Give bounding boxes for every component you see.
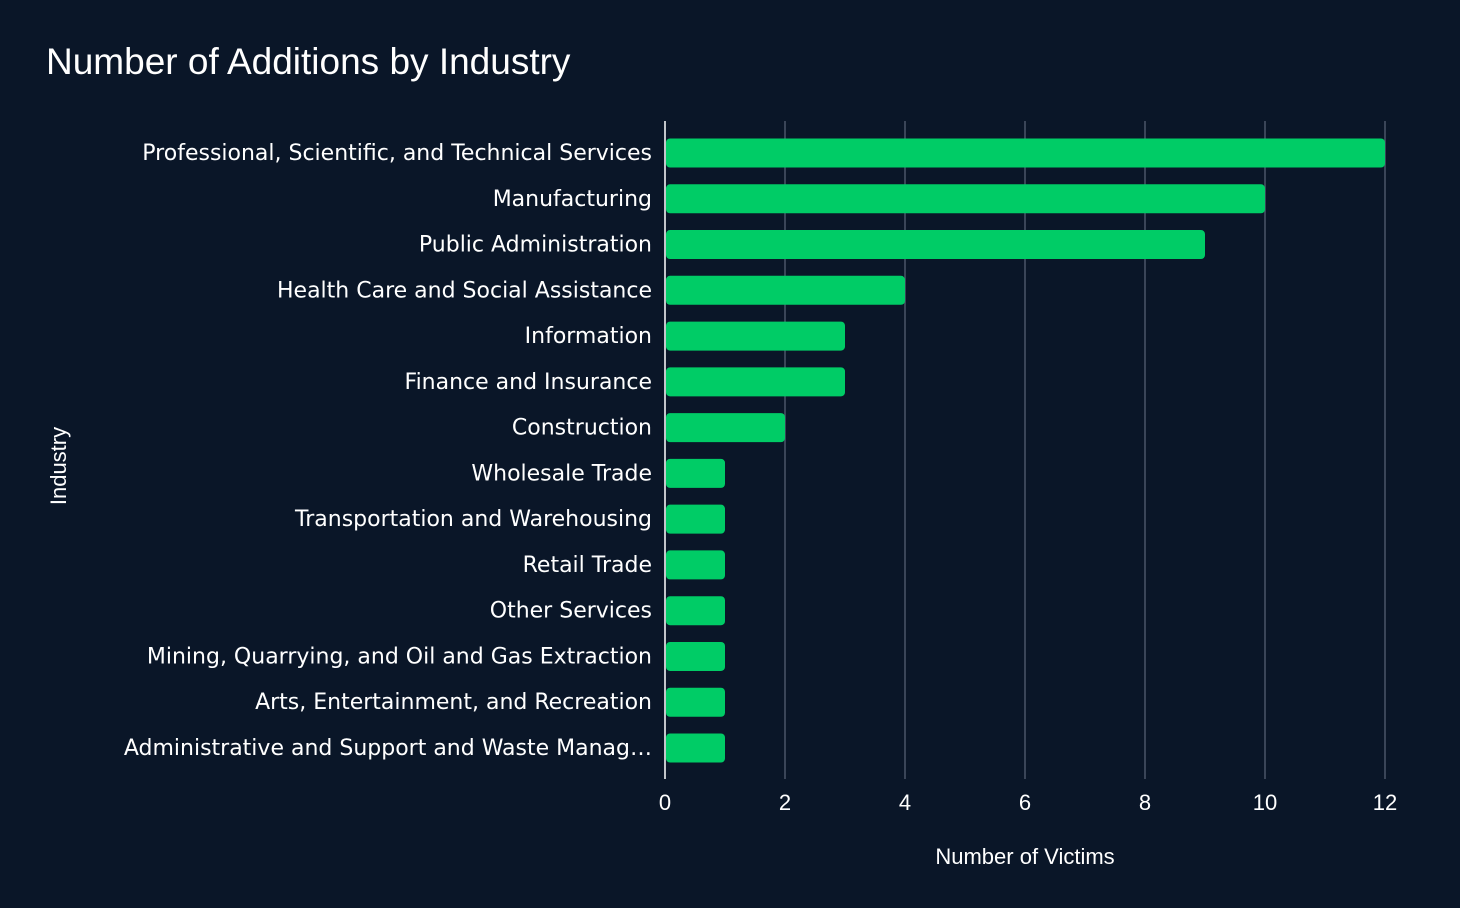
x-tick-label: 0 bbox=[659, 790, 671, 815]
x-tick-label: 12 bbox=[1373, 790, 1397, 815]
category-label: Manufacturing bbox=[493, 187, 652, 212]
bar bbox=[666, 184, 1265, 214]
category-label: Other Services bbox=[490, 599, 652, 624]
category-label: Professional, Scientific, and Technical … bbox=[142, 141, 652, 166]
bar bbox=[666, 641, 725, 671]
bar bbox=[666, 230, 1205, 260]
category-label: Wholesale Trade bbox=[471, 461, 652, 486]
category-label: Finance and Insurance bbox=[405, 370, 652, 395]
x-tick-label: 2 bbox=[779, 790, 791, 815]
grid-lines bbox=[784, 121, 1386, 779]
x-tick-label: 10 bbox=[1253, 790, 1277, 815]
bar bbox=[666, 687, 725, 717]
category-label: Mining, Quarrying, and Oil and Gas Extra… bbox=[147, 644, 652, 669]
bar bbox=[666, 321, 845, 351]
y-axis-title: Industry bbox=[46, 427, 71, 505]
category-label: Health Care and Social Assistance bbox=[277, 278, 652, 303]
category-label: Retail Trade bbox=[523, 553, 652, 578]
x-tick-labels: 0 2 4 6 8 10 12 bbox=[659, 790, 1397, 815]
bar bbox=[666, 138, 1385, 168]
bar bbox=[666, 367, 845, 397]
category-label: Public Administration bbox=[419, 233, 652, 258]
category-labels: Professional, Scientific, and Technical … bbox=[124, 141, 652, 761]
x-tick-label: 4 bbox=[899, 790, 911, 815]
category-label: Administrative and Support and Waste Man… bbox=[124, 736, 652, 761]
x-tick-label: 8 bbox=[1139, 790, 1151, 815]
bar bbox=[666, 458, 725, 488]
bar bbox=[666, 413, 785, 443]
category-label: Arts, Entertainment, and Recreation bbox=[255, 690, 652, 715]
bar bbox=[666, 550, 725, 580]
bar bbox=[666, 504, 725, 534]
bars bbox=[666, 138, 1385, 763]
bar bbox=[666, 275, 905, 305]
bar bbox=[666, 596, 725, 626]
x-tick-label: 6 bbox=[1019, 790, 1031, 815]
category-label: Information bbox=[525, 324, 652, 349]
bar bbox=[666, 733, 725, 763]
category-label: Transportation and Warehousing bbox=[294, 507, 652, 532]
x-axis-title: Number of Victims bbox=[935, 844, 1114, 869]
category-label: Construction bbox=[512, 416, 652, 441]
chart-title: Number of Additions by Industry bbox=[46, 41, 571, 82]
